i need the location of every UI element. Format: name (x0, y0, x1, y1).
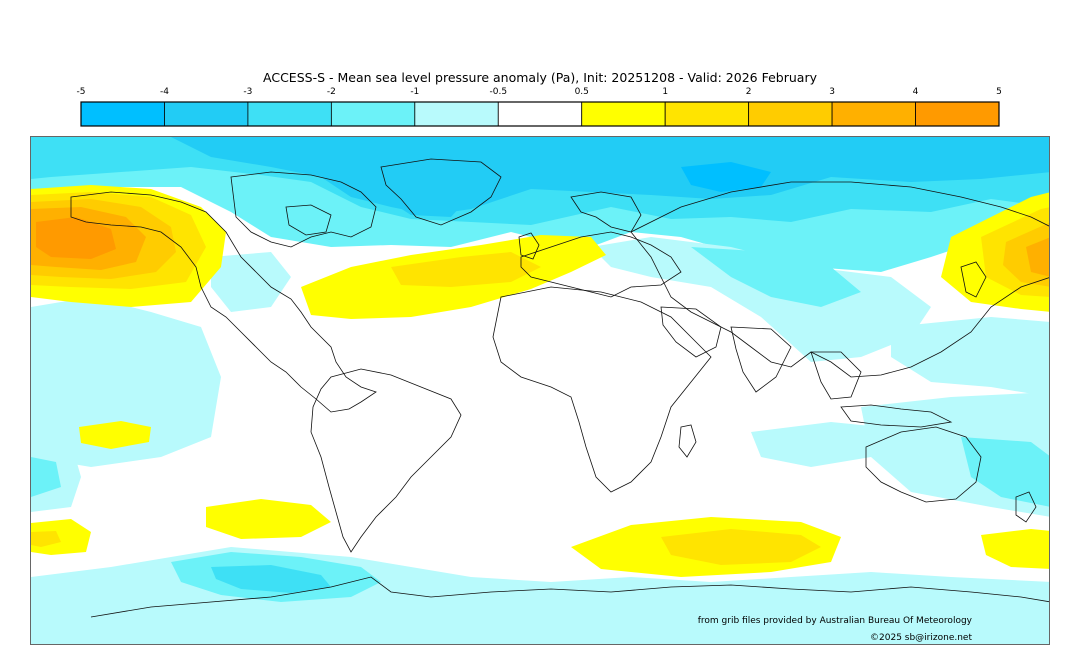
coast-uk (518, 232, 540, 260)
anomaly-arctic-max (681, 162, 771, 192)
colorbar-swatch (748, 101, 833, 127)
coast-africa (492, 286, 712, 493)
anomaly-se-pacific-high (981, 529, 1049, 569)
coast-antarctica (90, 576, 1049, 618)
coast-south-america (310, 368, 462, 553)
colorbar-tick-label: 2 (746, 87, 752, 97)
anomaly-alaska-high-5 (36, 217, 116, 259)
anomaly-central-pacific-high (79, 421, 151, 449)
colorbar-svg: -5 -4 -3 -2 -1 -0.5 0.5 1 2 3 4 5 (77, 87, 1002, 127)
coast-europe (520, 231, 682, 298)
anomaly-central-asia (591, 237, 931, 362)
coast-hudson (285, 204, 332, 236)
colorbar-tick-label: -2 (327, 87, 336, 97)
colorbar-tick-label: 4 (913, 87, 919, 97)
colorbar-tick-label: 3 (829, 87, 835, 97)
copyright-credit: ©2025 sb@irizone.net (870, 633, 972, 643)
coastlines (70, 158, 1049, 618)
coast-se-asia (810, 351, 862, 400)
anomaly-southern-ocean-east (31, 617, 1049, 644)
source-credit: from grib files provided by Australian B… (697, 616, 972, 626)
colorbar-swatch (247, 101, 332, 127)
coast-canada-arctic (230, 171, 377, 248)
world-map (31, 137, 1049, 644)
coast-madagascar (678, 424, 697, 458)
colorbar-swatch (414, 101, 499, 127)
coast-greenland (380, 158, 502, 226)
map-panel (30, 136, 1050, 645)
anomaly-south-pacific-west-high (31, 519, 91, 555)
anomaly-south-pacific-west-core-high (31, 531, 61, 547)
colorbar-tick-label: 1 (662, 87, 668, 97)
anomaly-central-asia-core (691, 247, 861, 307)
map-title: ACCESS-S - Mean sea level pressure anoma… (263, 70, 817, 85)
coast-arabia (660, 306, 722, 358)
colorbar-tick-label: 0.5 (575, 87, 589, 97)
colorbar-swatch (831, 101, 916, 127)
anomaly-east-pacific (31, 297, 221, 467)
anomaly-indian-ocean (751, 422, 881, 467)
coast-india (730, 326, 792, 393)
coast-japan (960, 261, 987, 298)
anomaly-nw-pacific-high-4 (1026, 237, 1049, 277)
anomaly-west-pacific (891, 317, 1049, 397)
colorbar-frame (80, 101, 1000, 127)
colorbar-tick-label: 5 (996, 87, 1002, 97)
coast-australia (865, 426, 982, 503)
anomaly-sw-pacific-core (961, 437, 1049, 507)
coast-indonesia (840, 404, 953, 428)
colorbar-swatch (497, 101, 583, 127)
anomaly-antarctic-strong (211, 565, 331, 593)
anomaly-greenland-strong (386, 181, 471, 217)
colorbar-swatch (330, 101, 416, 127)
colorbar-tick-label: -3 (243, 87, 252, 97)
colorbar-swatch (581, 101, 666, 127)
colorbar-tick-label: -5 (77, 87, 86, 97)
anomaly-south-indian-high-2 (661, 529, 821, 565)
colorbar-tick-label: -0.5 (489, 87, 507, 97)
colorbar-swatch (80, 101, 165, 127)
colorbar-tick-label: -1 (410, 87, 419, 97)
anomaly-ne-pacific-low (211, 252, 291, 312)
anomaly-north-atlantic-core (391, 252, 541, 287)
coast-north-america (70, 191, 377, 413)
colorbar-swatch (664, 101, 750, 127)
coast-asia (630, 181, 1049, 378)
colorbar-swatch (164, 101, 249, 127)
colorbar-swatch (915, 101, 1000, 127)
anomaly-south-pacific-high (206, 499, 331, 539)
colorbar: -5 -4 -3 -2 -1 -0.5 0.5 1 2 3 4 5 (0, 0, 1080, 135)
anomaly-south-pacific-west-core (31, 457, 61, 497)
coast-new-zealand (1015, 491, 1037, 523)
colorbar-tick-label: -4 (160, 87, 169, 97)
